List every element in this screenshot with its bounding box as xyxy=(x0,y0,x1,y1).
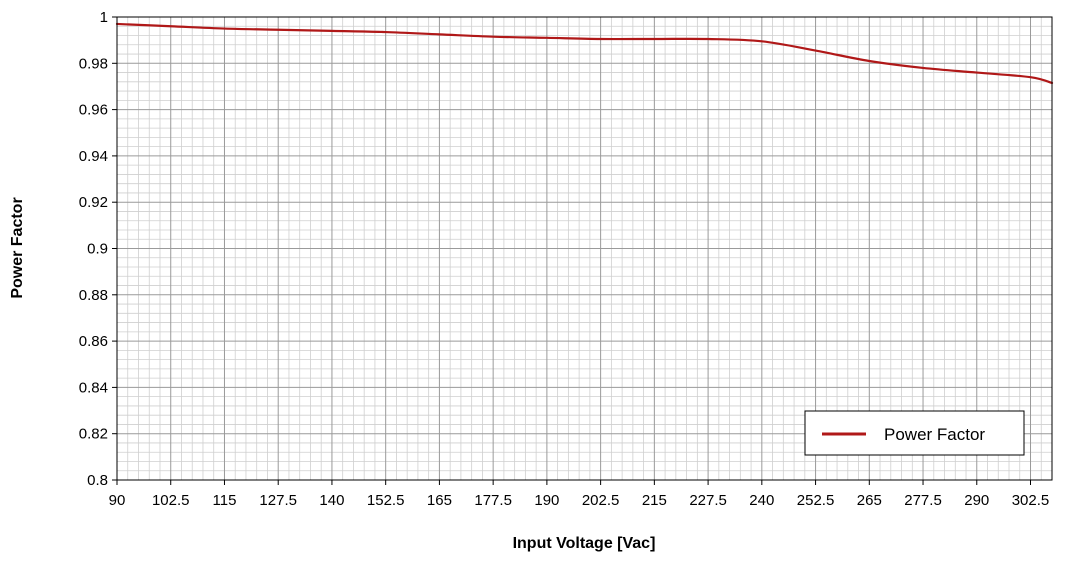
x-tick-label: 90 xyxy=(109,492,126,509)
x-axis-tick-labels: 90 102.5 115 127.5 140 152.5 165 177.5 190 202.5 2… xyxy=(109,480,1050,509)
x-tick-label: 265 xyxy=(857,492,882,509)
x-tick-label: 240 xyxy=(749,492,774,509)
x-tick-label: 202.5 xyxy=(582,492,620,509)
y-tick-label: 0.92 xyxy=(79,194,108,211)
x-axis-title: Input Voltage [Vac] xyxy=(513,535,656,552)
x-tick-label: 165 xyxy=(427,492,452,509)
series-line-power-factor xyxy=(115,22,1054,85)
y-tick-label: 0.9 xyxy=(87,241,108,258)
y-tick-label: 0.84 xyxy=(79,379,108,396)
x-tick-label: 252.5 xyxy=(797,492,835,509)
y-tick-label: 0.98 xyxy=(79,55,108,72)
series-layer xyxy=(115,22,1054,85)
x-tick-label: 290 xyxy=(964,492,989,509)
legend: Power Factor xyxy=(804,410,1025,456)
y-tick-label: 0.86 xyxy=(79,333,108,350)
y-tick-label: 0.96 xyxy=(79,102,108,119)
x-tick-label: 227.5 xyxy=(689,492,727,509)
x-tick-label: 215 xyxy=(642,492,667,509)
y-tick-label: 0.82 xyxy=(79,426,108,443)
x-tick-label: 302.5 xyxy=(1012,492,1050,509)
x-tick-label: 190 xyxy=(534,492,559,509)
x-tick-label: 115 xyxy=(213,492,237,509)
y-tick-label: 0.94 xyxy=(79,148,108,165)
y-tick-label: 0.88 xyxy=(79,287,108,304)
x-tick-label: 277.5 xyxy=(904,492,942,509)
y-tick-label: 0.8 xyxy=(87,472,108,489)
x-tick-label: 140 xyxy=(319,492,344,509)
y-axis-tick-labels: 0.8 0.82 0.84 0.86 0.88 0.9 0.92 0.94 0.96 0.98 1 xyxy=(79,9,117,489)
x-tick-label: 152.5 xyxy=(367,492,405,509)
x-tick-label: 177.5 xyxy=(474,492,512,509)
x-tick-label: 102.5 xyxy=(152,492,190,509)
plot-area-border xyxy=(116,16,1053,481)
y-tick-label: 1 xyxy=(100,9,108,26)
y-axis-title: Power Factor xyxy=(9,197,26,298)
legend-label-power-factor: Power Factor xyxy=(884,425,985,444)
x-tick-label: 127.5 xyxy=(259,492,297,509)
